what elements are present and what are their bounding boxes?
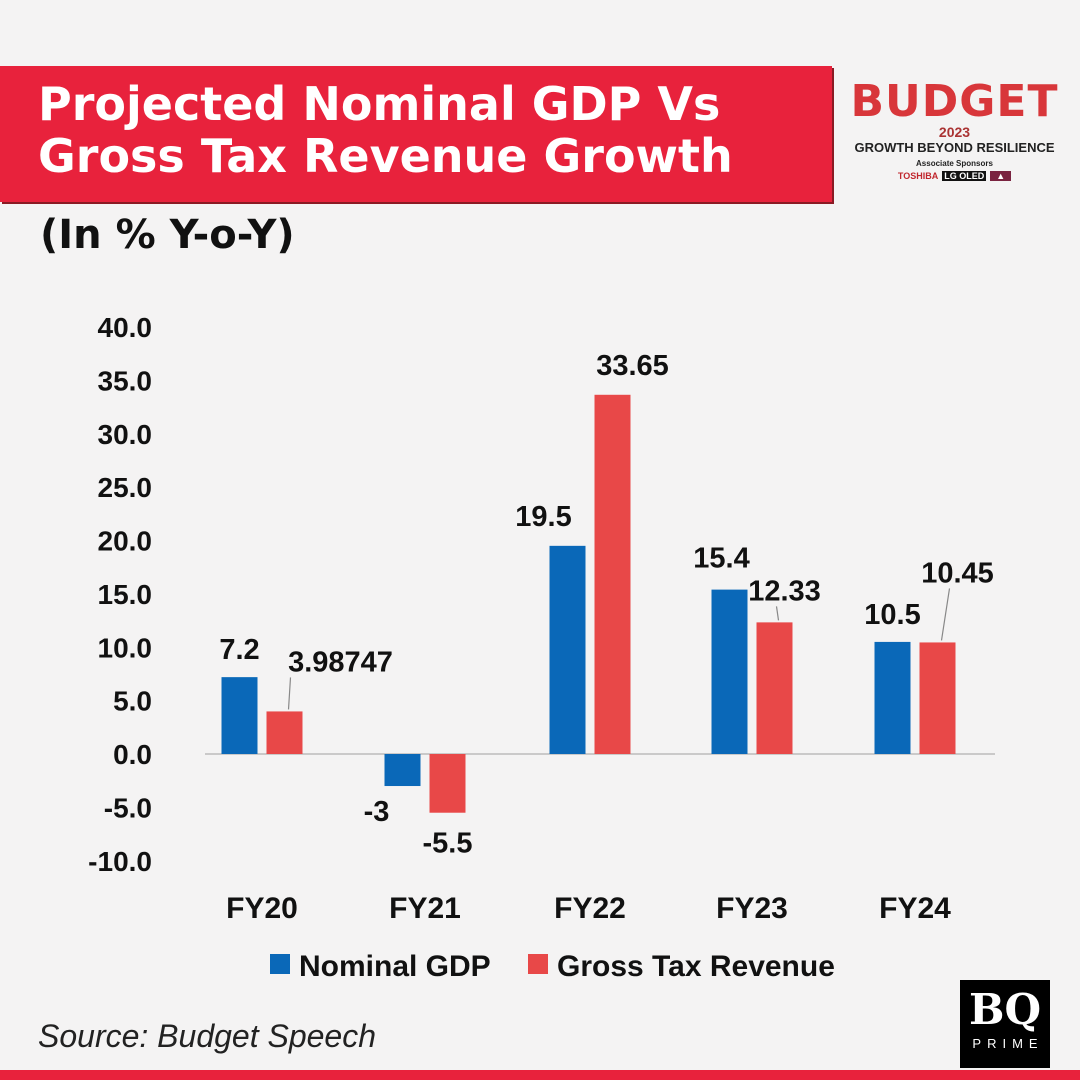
data-label: 10.5 <box>864 599 920 631</box>
title-line-2: Gross Tax Revenue Growth <box>38 129 733 183</box>
legend-swatch <box>528 954 548 974</box>
logo-tagline: GROWTH BEYOND RESILIENCE <box>854 140 1055 155</box>
data-label: 33.65 <box>596 350 669 382</box>
bar-gross-tax-revenue <box>756 622 793 754</box>
bar-nominal-gdp <box>221 677 258 754</box>
data-label: 19.5 <box>515 501 571 533</box>
bar-nominal-gdp <box>711 589 748 754</box>
data-label: 7.2 <box>219 634 259 666</box>
x-tick-label: FY22 <box>554 892 626 925</box>
legend-label: Nominal GDP <box>299 950 491 983</box>
y-tick-label: 5.0 <box>113 686 152 717</box>
bar-gross-tax-revenue <box>594 394 631 754</box>
source-note: Source: Budget Speech <box>38 1018 377 1054</box>
logo-year: 2023 <box>938 124 971 140</box>
legend-label: Gross Tax Revenue <box>557 950 835 983</box>
sponsor-lg: LG OLED <box>942 171 987 181</box>
legend-swatch <box>270 954 290 974</box>
x-tick-label: FY24 <box>879 892 951 925</box>
bar-gross-tax-revenue <box>429 754 466 813</box>
data-label: 3.98747 <box>288 646 393 678</box>
sponsor-axis: ▲ <box>990 171 1012 181</box>
leader-line <box>940 588 951 641</box>
budget-logo: BUDGET 2023 GROWTH BEYOND RESILIENCE Ass… <box>842 80 1067 181</box>
bar-gross-tax-revenue <box>919 642 956 754</box>
logo-budget: BUDGET <box>850 76 1059 127</box>
y-tick-label: 20.0 <box>98 526 153 557</box>
data-label: 10.45 <box>921 557 994 589</box>
bar-nominal-gdp <box>549 545 586 754</box>
bar-nominal-gdp <box>384 754 421 787</box>
bar-gross-tax-revenue <box>266 711 303 754</box>
chart-title: Projected Nominal GDP Vs Gross Tax Reven… <box>38 78 733 182</box>
sponsor-toshiba: TOSHIBA <box>897 171 939 181</box>
data-label: -3 <box>364 796 390 828</box>
sponsor-logos: TOSHIBA LG OLED ▲ <box>842 171 1067 181</box>
data-label: -5.5 <box>423 828 473 860</box>
y-tick-label: 40.0 <box>98 312 153 343</box>
y-tick-label: -5.0 <box>104 792 152 823</box>
chart-subtitle: (In % Y-o-Y) <box>40 212 295 258</box>
y-tick-label: 25.0 <box>98 472 153 503</box>
data-label: 15.4 <box>693 543 749 575</box>
title-band <box>0 66 832 202</box>
y-tick-label: 30.0 <box>98 419 153 450</box>
leader-line <box>775 606 780 621</box>
x-tick-label: FY21 <box>389 892 461 925</box>
x-tick-label: FY20 <box>226 892 298 925</box>
leader-line <box>287 677 292 710</box>
bq-mark: BQ <box>968 985 1042 1034</box>
bq-prime: PRIME <box>972 1036 1044 1051</box>
y-tick-label: 15.0 <box>98 579 153 610</box>
logo-associate: Associate Sponsors <box>916 159 993 168</box>
data-label: 12.33 <box>748 575 821 607</box>
y-tick-label: -10.0 <box>88 846 152 877</box>
bq-prime-logo: BQ PRIME <box>960 980 1050 1068</box>
x-tick-label: FY23 <box>716 892 788 925</box>
bar-nominal-gdp <box>874 641 911 754</box>
y-tick-label: 35.0 <box>98 365 153 396</box>
bottom-bar <box>0 1070 1080 1080</box>
title-line-1: Projected Nominal GDP Vs <box>38 77 721 131</box>
y-tick-label: 0.0 <box>113 739 152 770</box>
y-tick-label: 10.0 <box>98 632 153 663</box>
